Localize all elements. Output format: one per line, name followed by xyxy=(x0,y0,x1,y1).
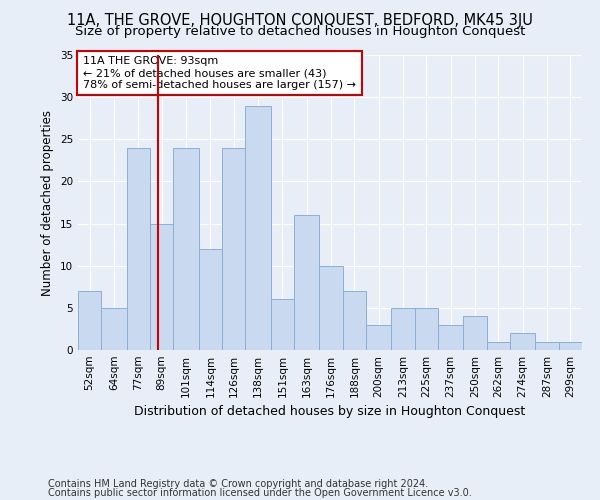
Text: Contains HM Land Registry data © Crown copyright and database right 2024.: Contains HM Land Registry data © Crown c… xyxy=(48,479,428,489)
Bar xyxy=(510,333,535,350)
Text: 11A THE GROVE: 93sqm
← 21% of detached houses are smaller (43)
78% of semi-detac: 11A THE GROVE: 93sqm ← 21% of detached h… xyxy=(83,56,356,90)
Bar xyxy=(366,324,391,350)
Y-axis label: Number of detached properties: Number of detached properties xyxy=(41,110,55,296)
Bar xyxy=(294,215,319,350)
Bar xyxy=(271,300,294,350)
Bar xyxy=(415,308,438,350)
Bar xyxy=(535,342,559,350)
Bar xyxy=(245,106,271,350)
Bar xyxy=(438,324,463,350)
Bar xyxy=(391,308,415,350)
Text: Contains public sector information licensed under the Open Government Licence v3: Contains public sector information licen… xyxy=(48,488,472,498)
Bar xyxy=(463,316,487,350)
Bar xyxy=(173,148,199,350)
Bar xyxy=(101,308,127,350)
Bar xyxy=(78,291,101,350)
Bar xyxy=(559,342,582,350)
Bar xyxy=(487,342,510,350)
Text: 11A, THE GROVE, HOUGHTON CONQUEST, BEDFORD, MK45 3JU: 11A, THE GROVE, HOUGHTON CONQUEST, BEDFO… xyxy=(67,12,533,28)
Bar xyxy=(127,148,150,350)
Bar xyxy=(343,291,366,350)
Bar xyxy=(150,224,173,350)
Bar xyxy=(222,148,245,350)
Bar xyxy=(199,249,222,350)
Text: Size of property relative to detached houses in Houghton Conquest: Size of property relative to detached ho… xyxy=(75,25,525,38)
X-axis label: Distribution of detached houses by size in Houghton Conquest: Distribution of detached houses by size … xyxy=(134,406,526,418)
Bar xyxy=(319,266,343,350)
